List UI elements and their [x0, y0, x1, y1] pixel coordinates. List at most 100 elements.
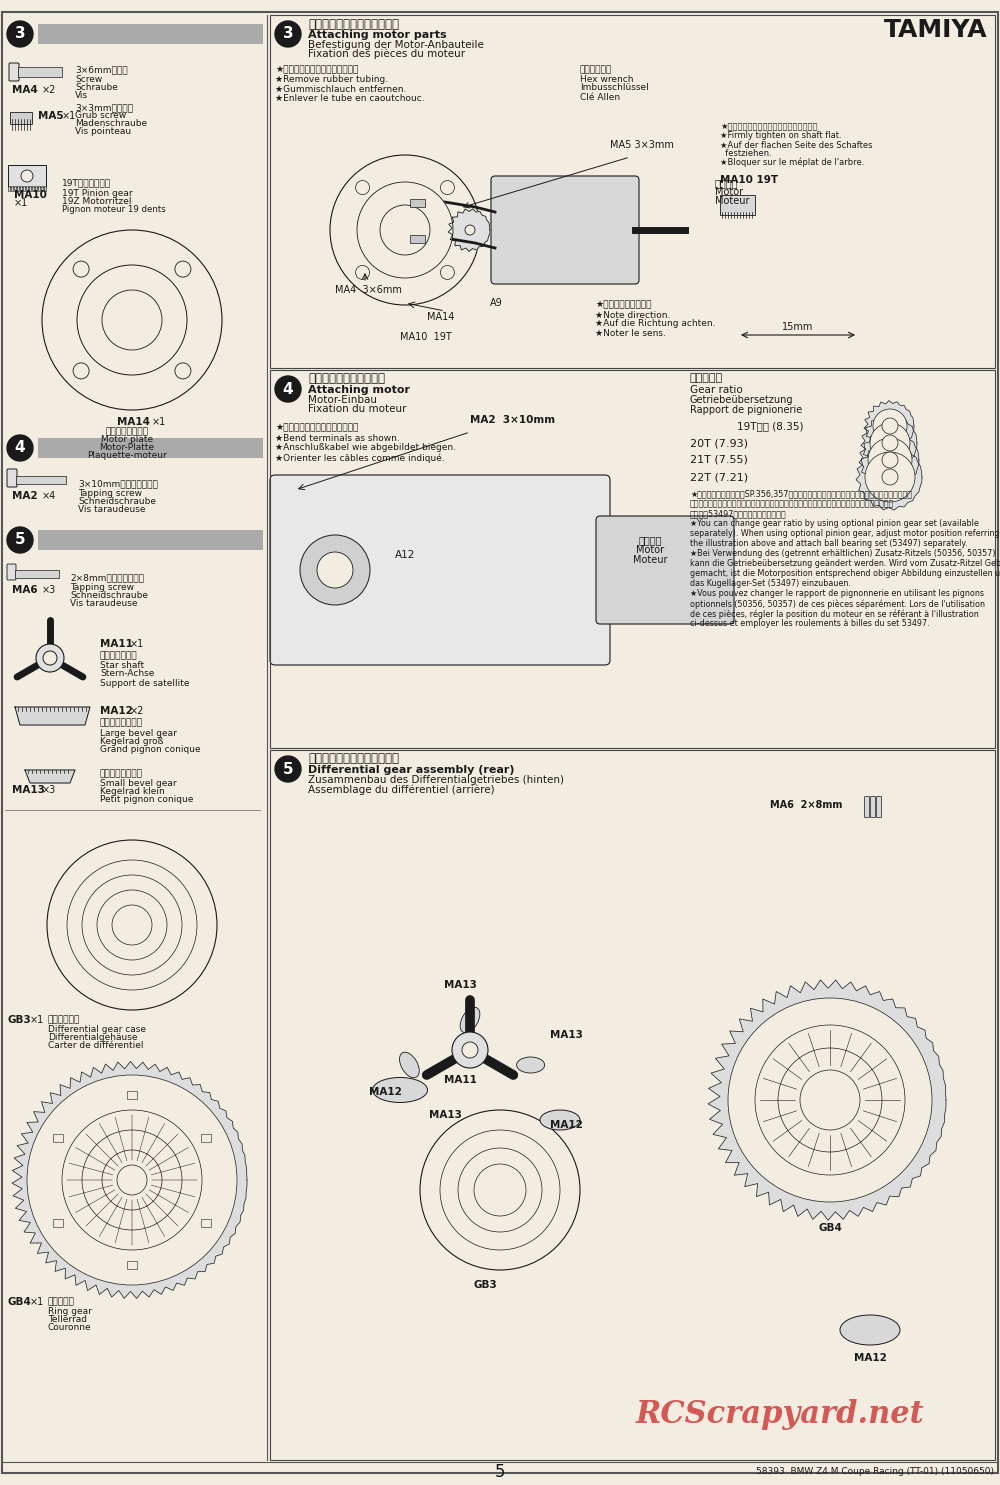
- Text: ×1: ×1: [14, 198, 28, 208]
- Circle shape: [73, 362, 89, 379]
- Polygon shape: [15, 707, 90, 725]
- Text: gemacht, ist die Motorposition entsprechend obiger Abbildung einzustellen und: gemacht, ist die Motorposition entsprech…: [690, 570, 1000, 579]
- Bar: [38, 438, 263, 457]
- Text: 3×6mm丸ビス: 3×6mm丸ビス: [75, 65, 128, 74]
- Text: MA12: MA12: [369, 1087, 401, 1097]
- Text: ×3: ×3: [42, 786, 56, 794]
- Text: ★向きに注意します。: ★向きに注意します。: [595, 300, 652, 309]
- Text: MA2: MA2: [12, 492, 38, 500]
- Bar: [270, 15, 995, 368]
- Text: Schneidschraube: Schneidschraube: [70, 591, 148, 600]
- Text: 《モーターの取り付け》: 《モーターの取り付け》: [308, 373, 385, 386]
- Text: ★Gummischlauch entfernen.: ★Gummischlauch entfernen.: [275, 85, 406, 94]
- Text: Differentialgehäuse: Differentialgehäuse: [48, 1032, 138, 1041]
- FancyBboxPatch shape: [270, 475, 610, 665]
- Text: Ring gear: Ring gear: [48, 1307, 92, 1316]
- Text: Zusammenbau des Differentialgetriebes (hinten): Zusammenbau des Differentialgetriebes (h…: [308, 775, 564, 786]
- Text: ★コードの端子部分を曲げます。: ★コードの端子部分を曲げます。: [275, 423, 358, 432]
- Text: 21T (7.55): 21T (7.55): [690, 454, 748, 465]
- Text: Pignon moteur 19 dents: Pignon moteur 19 dents: [62, 205, 166, 214]
- Circle shape: [728, 998, 932, 1201]
- Text: ★Enlever le tube en caoutchouc.: ★Enlever le tube en caoutchouc.: [275, 94, 425, 102]
- Text: ci-dessus et employer les roulements à billes du set 53497.: ci-dessus et employer les roulements à b…: [690, 619, 930, 628]
- Text: Hex wrench: Hex wrench: [580, 74, 634, 83]
- Text: 3×3mmイモネジ: 3×3mmイモネジ: [75, 104, 133, 113]
- Text: MA5: MA5: [38, 111, 64, 120]
- Text: モーター: モーター: [715, 178, 738, 189]
- Circle shape: [82, 1130, 182, 1230]
- Bar: [11, 186, 13, 192]
- FancyBboxPatch shape: [7, 564, 16, 581]
- Text: ★Remove rubber tubing.: ★Remove rubber tubing.: [275, 76, 388, 85]
- Text: Imbusschlüssel: Imbusschlüssel: [580, 83, 649, 92]
- Text: optionnels (50356, 50357) de ces pièces séparément. Lors de l'utilisation: optionnels (50356, 50357) de ces pièces …: [690, 600, 985, 609]
- Text: ★Auf die Richtung achten.: ★Auf die Richtung achten.: [595, 319, 716, 328]
- Text: ★Bei Verwendung des (getrennt erhältlichen) Zusatz-Ritzels (50356, 50357): ★Bei Verwendung des (getrennt erhältlich…: [690, 549, 996, 558]
- Text: ★別売のピニオンギヤ（SP.356,357）に交換することでギヤ比を変えることができます。この: ★別売のピニオンギヤ（SP.356,357）に交換することでギヤ比を変えることが…: [690, 490, 912, 499]
- Bar: [23, 186, 25, 192]
- Text: ×3: ×3: [42, 585, 56, 595]
- Circle shape: [175, 362, 191, 379]
- Text: 《リヤデフギヤの組み立て》: 《リヤデフギヤの組み立て》: [308, 753, 399, 765]
- Circle shape: [7, 21, 33, 48]
- Text: Small bevel gear: Small bevel gear: [100, 780, 177, 789]
- Bar: [38, 24, 263, 45]
- Text: ★Note direction.: ★Note direction.: [595, 310, 670, 319]
- Text: MA6: MA6: [12, 585, 38, 595]
- Text: セット（53497）を使用してください。: セット（53497）を使用してください。: [690, 509, 787, 518]
- Text: 15mm: 15mm: [782, 322, 814, 333]
- Text: das Kugellager-Set (53497) einzubauen.: das Kugellager-Set (53497) einzubauen.: [690, 579, 851, 588]
- Text: MA10 19T: MA10 19T: [720, 175, 778, 186]
- Bar: [32, 186, 34, 192]
- Polygon shape: [859, 429, 919, 490]
- Text: 19T Pinion gear: 19T Pinion gear: [62, 189, 133, 198]
- Text: Vis: Vis: [75, 92, 88, 101]
- Circle shape: [357, 183, 453, 278]
- Circle shape: [330, 154, 480, 304]
- Text: ★You can change gear ratio by using optional pinion gear set (available: ★You can change gear ratio by using opti…: [690, 520, 979, 529]
- FancyBboxPatch shape: [7, 469, 17, 487]
- Text: separately). When using optional pinion gear, adjust motor position referring to: separately). When using optional pinion …: [690, 530, 1000, 539]
- Text: Grub screw: Grub screw: [75, 111, 126, 120]
- Text: リングギヤ: リングギヤ: [48, 1298, 75, 1307]
- Text: Star shaft: Star shaft: [100, 661, 144, 670]
- Text: MA5 3×3mm: MA5 3×3mm: [610, 140, 674, 150]
- Circle shape: [465, 226, 475, 235]
- Text: ×1: ×1: [152, 417, 166, 428]
- Text: 4: 4: [283, 382, 293, 396]
- Text: Grand pignon conique: Grand pignon conique: [100, 744, 201, 753]
- Text: ★Noter le sens.: ★Noter le sens.: [595, 328, 666, 337]
- Text: 5: 5: [15, 533, 25, 548]
- Bar: [44, 186, 46, 192]
- Text: ★Anschlußkabel wie abgebildet biegen.: ★Anschlußkabel wie abgebildet biegen.: [275, 444, 456, 453]
- Bar: [18, 67, 62, 77]
- Text: Tapping screw: Tapping screw: [78, 489, 142, 497]
- Bar: [201, 1219, 211, 1227]
- Circle shape: [462, 1042, 478, 1057]
- Text: Carter de différentiel: Carter de différentiel: [48, 1041, 144, 1050]
- Circle shape: [275, 376, 301, 402]
- Bar: [410, 235, 425, 244]
- Text: 58393  BMW Z4 M Coupe Racing (TT-01) (11050650): 58393 BMW Z4 M Coupe Racing (TT-01) (110…: [756, 1467, 994, 1476]
- Polygon shape: [25, 771, 75, 783]
- Circle shape: [21, 169, 33, 183]
- Text: ★Orienter les câbles comme indiqué.: ★Orienter les câbles comme indiqué.: [275, 453, 445, 463]
- Circle shape: [865, 451, 915, 502]
- Text: Motor-Einbau: Motor-Einbau: [308, 395, 377, 405]
- Circle shape: [7, 527, 33, 552]
- Text: Moteur: Moteur: [633, 555, 667, 564]
- Bar: [201, 1133, 211, 1142]
- Circle shape: [440, 266, 454, 279]
- Circle shape: [300, 535, 370, 604]
- Text: Stern-Achse: Stern-Achse: [100, 670, 154, 679]
- Text: Moteur: Moteur: [715, 196, 750, 206]
- Text: Kegelrad groß: Kegelrad groß: [100, 737, 163, 745]
- Text: ×2: ×2: [42, 85, 56, 95]
- Circle shape: [175, 261, 191, 278]
- Bar: [38, 530, 263, 549]
- Circle shape: [870, 423, 910, 463]
- Text: GB4: GB4: [818, 1224, 842, 1233]
- Circle shape: [82, 875, 182, 976]
- Polygon shape: [856, 444, 922, 509]
- Text: Attaching motor: Attaching motor: [308, 385, 410, 395]
